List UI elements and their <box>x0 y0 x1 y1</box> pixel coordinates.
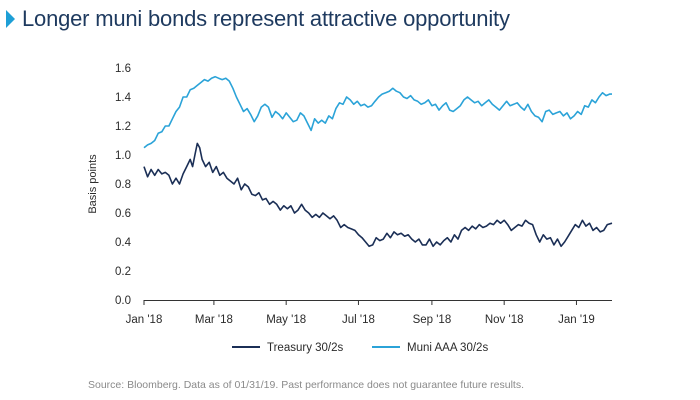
x-tick-label: Jan '19 <box>558 314 595 326</box>
source-note: Source: Bloomberg. Data as of 01/31/19. … <box>88 379 525 391</box>
x-tick-label: Sep '18 <box>413 314 452 326</box>
y-tick-label: 1.2 <box>115 121 131 133</box>
y-tick-label: 1.4 <box>115 92 132 104</box>
title-marker-icon <box>6 10 15 28</box>
y-tick-label: 1.0 <box>115 150 131 162</box>
legend-label-treasury: Treasury 30/2s <box>267 342 344 354</box>
title-row: Longer muni bonds represent attractive o… <box>6 6 510 32</box>
series-line-muni <box>143 75 612 149</box>
y-tick-label: 1.6 <box>115 63 131 75</box>
x-tick-label: Nov '18 <box>485 314 524 326</box>
x-tick-label: Mar '18 <box>195 314 233 326</box>
chart-title: Longer muni bonds represent attractive o… <box>22 6 510 31</box>
legend-label-muni: Muni AAA 30/2s <box>407 342 488 354</box>
y-tick-label: 0.4 <box>115 237 132 249</box>
x-tick-label: Jul '18 <box>342 314 375 326</box>
y-axis-title: Basis points <box>87 154 99 214</box>
series-line-treasury <box>143 142 613 248</box>
x-tick-label: May '18 <box>266 314 306 326</box>
chart: 0.0 0.2 0.4 0.6 0.8 1.0 1.2 1.4 1.6 Jan '18 Mar '1… <box>87 63 613 354</box>
y-tick-label: 0.2 <box>115 266 131 278</box>
x-tick-label: Jan '18 <box>126 314 163 326</box>
y-tick-label: 0.0 <box>115 295 131 307</box>
y-tick-label: 0.8 <box>115 179 131 191</box>
y-tick-label: 0.6 <box>115 208 131 220</box>
